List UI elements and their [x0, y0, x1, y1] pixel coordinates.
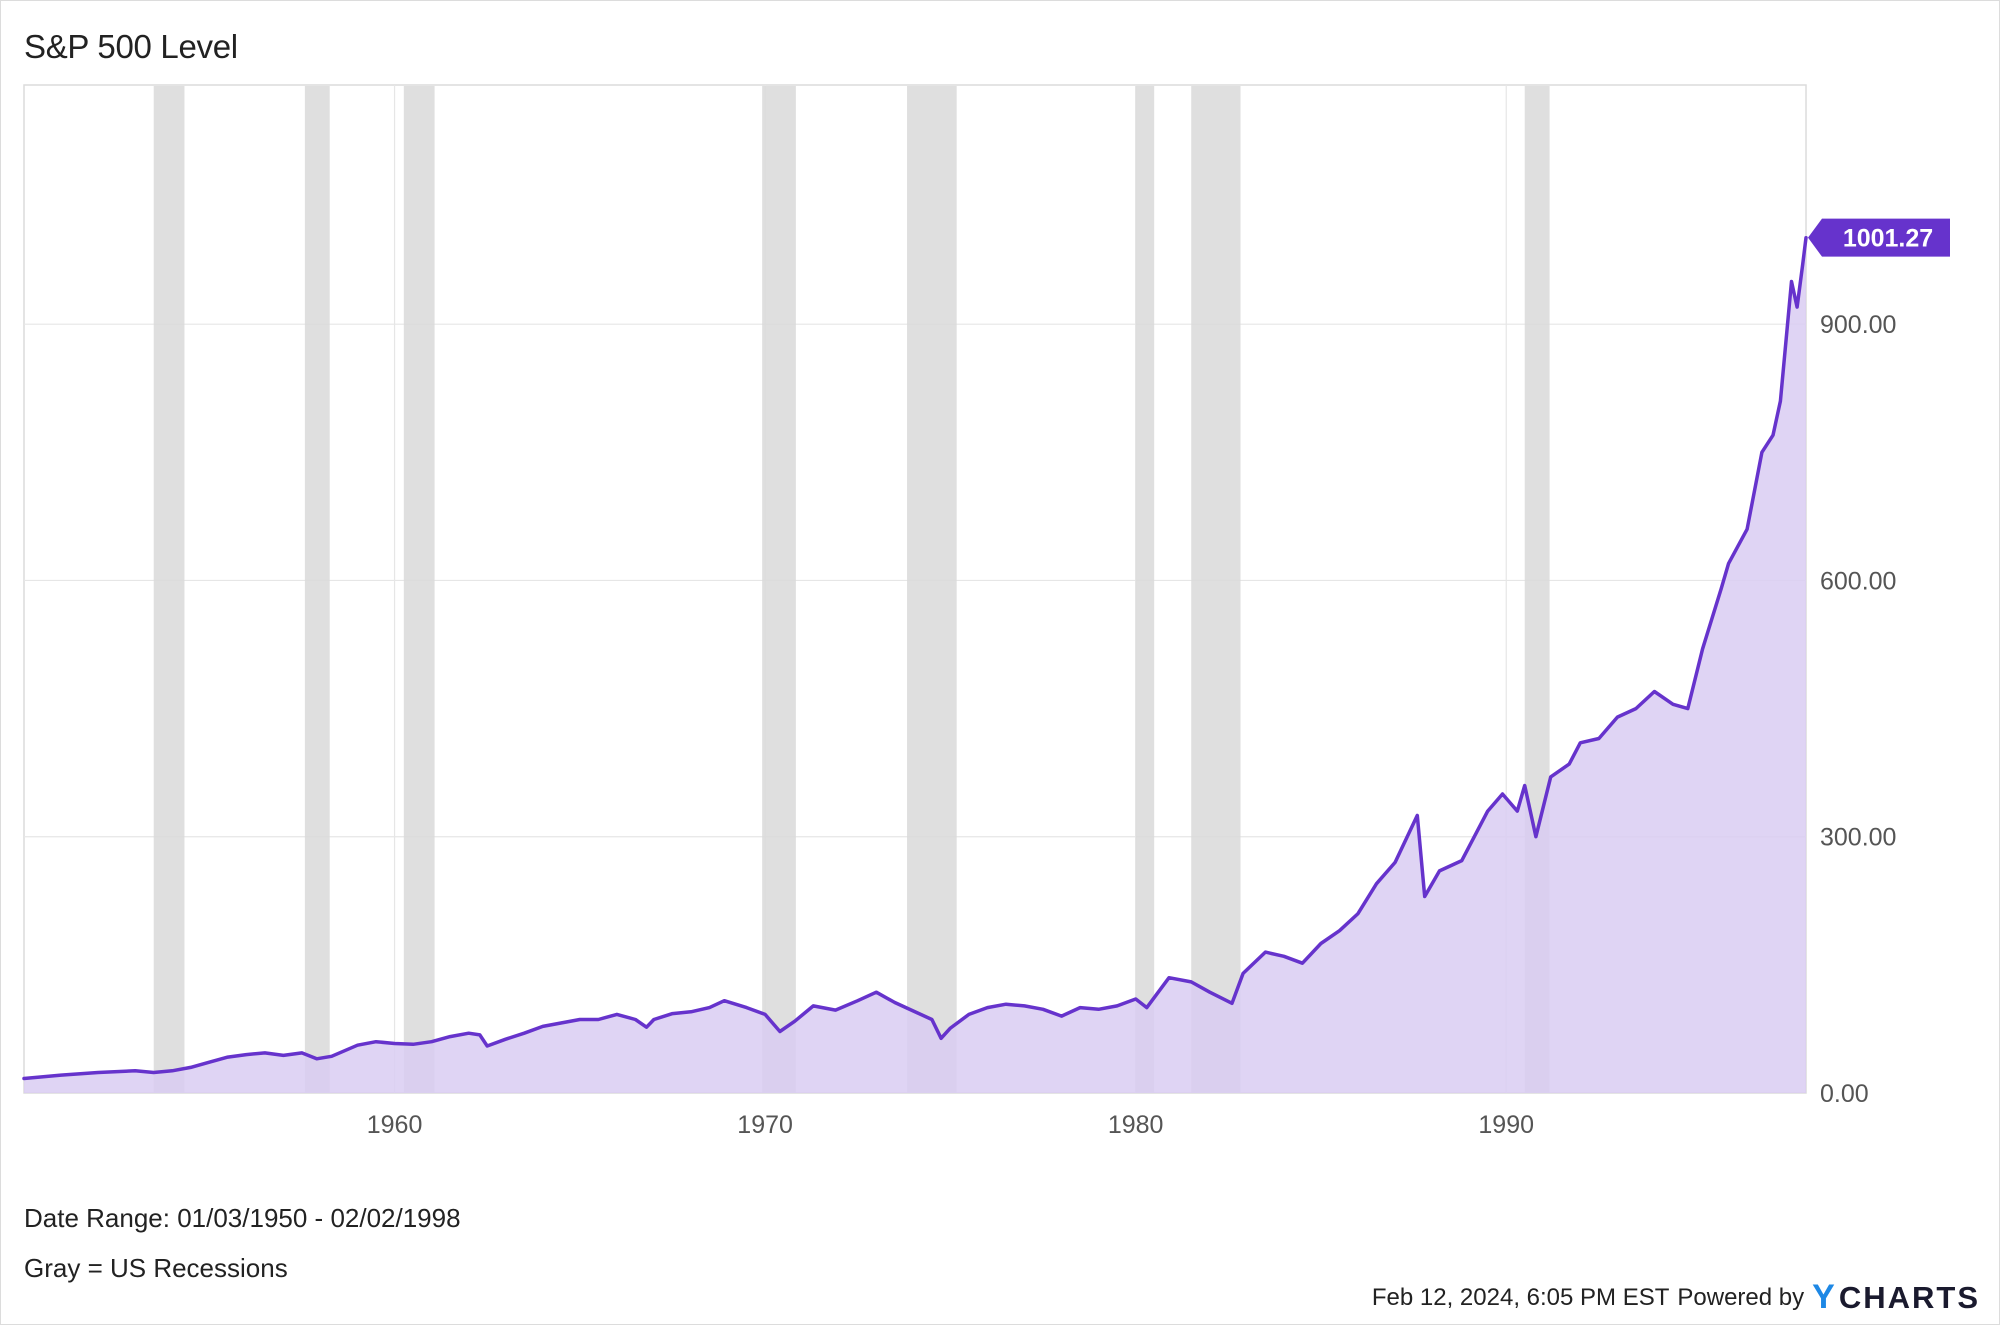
- ycharts-logo[interactable]: Y CHARTS: [1812, 1278, 1980, 1317]
- last-value-label: 1001.27: [1843, 225, 1933, 253]
- recession-band: [304, 86, 330, 1093]
- ycharts-wordmark: CHARTS: [1838, 1279, 1980, 1315]
- series-area: [24, 237, 1806, 1093]
- recession-band: [762, 86, 796, 1093]
- x-tick-label: 1980: [1108, 1111, 1164, 1139]
- series-layer: [22, 235, 1808, 1093]
- footer-credit: Feb 12, 2024, 6:05 PM EST Powered by Y C…: [1372, 1278, 1980, 1317]
- recession-band: [1191, 86, 1241, 1093]
- x-tick-label: 1990: [1478, 1111, 1534, 1139]
- ycharts-y-icon: Y: [1812, 1278, 1837, 1316]
- y-tick-label: 900.00: [1820, 311, 1896, 339]
- recession-bands: [153, 86, 1550, 1093]
- recession-band: [1135, 86, 1155, 1093]
- date-range-label: Date Range: 01/03/1950 - 02/02/1998: [24, 1203, 461, 1233]
- x-tick-label: 1970: [737, 1111, 793, 1139]
- y-tick-label: 600.00: [1820, 567, 1896, 595]
- y-tick-label: 300.00: [1820, 824, 1896, 852]
- last-value-tag: [1808, 218, 1950, 257]
- y-axis: 0.00 300.00 600.00 900.00: [1820, 311, 1896, 1108]
- x-axis: 1960 1970 1980 1990: [367, 1111, 1534, 1139]
- chart-title: S&P 500 Level: [24, 28, 238, 65]
- x-tick-label: 1960: [367, 1111, 423, 1139]
- recession-band: [907, 86, 957, 1093]
- y-tick-label: 0.00: [1820, 1080, 1869, 1108]
- timestamp: Feb 12, 2024, 6:05 PM EST: [1371, 1283, 1670, 1311]
- recession-band: [153, 86, 185, 1093]
- recession-band: [403, 86, 435, 1093]
- recession-note: Gray = US Recessions: [24, 1253, 288, 1283]
- series-line: [22, 235, 1808, 1081]
- last-value-marker: 1001.27: [1808, 218, 1950, 257]
- powered-by-label: Powered by: [1677, 1283, 1805, 1311]
